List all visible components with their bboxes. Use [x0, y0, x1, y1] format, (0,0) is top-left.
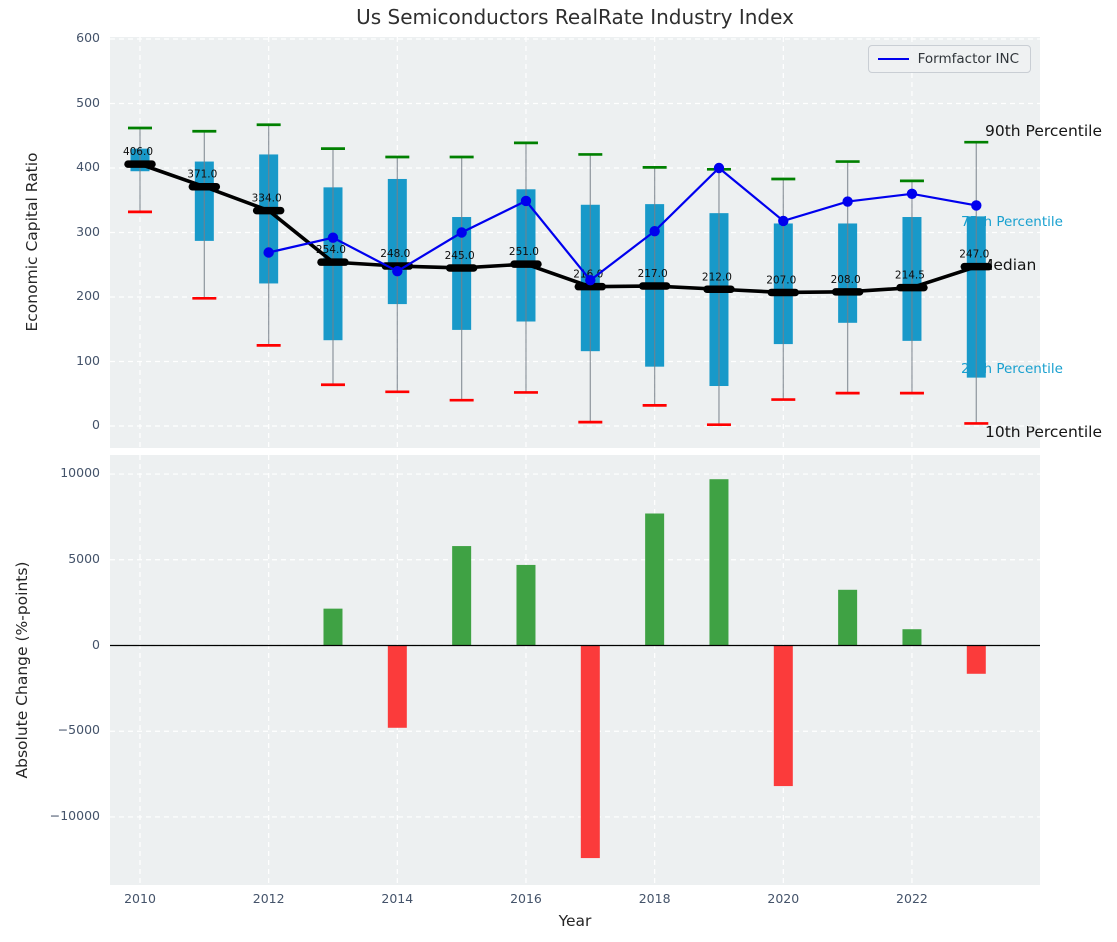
formfactor-line-icon — [877, 58, 909, 60]
formfactor-marker-2014 — [392, 266, 403, 277]
legend: Formfactor INC — [867, 45, 1031, 73]
change-bar-2016 — [516, 564, 536, 646]
boxplot-chart: 406.0 371.0 334.0 254.0 248.0 245.0 251.0 216.0… — [110, 37, 1040, 448]
bottom-plot-area — [110, 455, 1040, 885]
top-plot-area: 406.0 371.0 334.0 254.0 248.0 245.0 251.0 216.0… — [110, 37, 1040, 448]
bottom-y-tick-10000: 10000 — [60, 465, 100, 481]
top-y-tick-100: 100 — [76, 352, 100, 368]
change-bar-2019 — [709, 479, 729, 646]
change-bar-chart — [110, 455, 1040, 885]
formfactor-marker-2017 — [585, 275, 596, 286]
change-bar-2014 — [387, 645, 407, 728]
median-value-label-2016: 251.0 — [509, 246, 539, 258]
bottom-y-tick-−10000: −10000 — [49, 807, 100, 823]
bottom-y-tick-−5000: −5000 — [57, 722, 100, 738]
bottom-y-tick-0: 0 — [92, 636, 100, 652]
median-value-label-2017: 216.0 — [573, 269, 603, 281]
formfactor-marker-2023 — [971, 200, 982, 211]
change-bar-2015 — [452, 546, 472, 646]
median-label: Median — [980, 256, 1037, 274]
median-value-label-2014: 248.0 — [380, 248, 410, 260]
change-bar-2020 — [773, 645, 793, 787]
top-y-tick-500: 500 — [76, 94, 100, 110]
x-tick-2016: 2016 — [510, 891, 542, 906]
top-y-tick-400: 400 — [76, 159, 100, 174]
formfactor-marker-2016 — [520, 195, 532, 207]
change-bar-2023 — [966, 645, 986, 674]
median-value-label-2021: 208.0 — [831, 274, 861, 286]
change-bar-2018 — [645, 513, 665, 646]
x-tick-2022: 2022 — [896, 891, 928, 906]
median-value-label-2013: 254.0 — [316, 244, 346, 256]
x-axis-label: Year — [558, 912, 592, 930]
percentile-90-label: 90th Percentile — [985, 122, 1103, 140]
top-y-tick-200: 200 — [76, 288, 100, 303]
change-bar-2017 — [580, 645, 600, 859]
top-y-tick-0: 0 — [92, 417, 100, 432]
formfactor-marker-2019 — [713, 162, 725, 174]
formfactor-marker-2013 — [327, 232, 339, 243]
median-value-label-2018: 217.0 — [638, 268, 668, 280]
top-y-axis-label: Economic Capital Ratio — [23, 152, 41, 332]
top-y-tick-600: 600 — [76, 30, 100, 45]
x-tick-2010: 2010 — [124, 891, 156, 906]
median-value-label-2011: 371.0 — [187, 169, 217, 181]
median-value-label-2012: 334.0 — [252, 193, 282, 205]
percentile-25-label: 25th Percentile — [961, 361, 1063, 377]
bottom-y-axis-label: Absolute Change (%-points) — [13, 561, 31, 779]
median-value-label-2023: 247.0 — [959, 249, 989, 261]
x-tick-2014: 2014 — [381, 891, 414, 906]
change-bar-2021 — [838, 589, 858, 646]
x-tick-2018: 2018 — [638, 891, 671, 906]
formfactor-marker-2012 — [263, 247, 274, 258]
top-y-tick-300: 300 — [76, 223, 100, 239]
median-value-label-2019: 212.0 — [702, 271, 732, 283]
formfactor-line — [268, 166, 977, 282]
percentile-10-label: 10th Percentile — [985, 423, 1103, 441]
formfactor-marker-2015 — [456, 227, 467, 238]
formfactor-marker-2018 — [649, 226, 660, 237]
x-tick-2020: 2020 — [767, 891, 800, 906]
formfactor-marker-2020 — [778, 215, 789, 227]
formfactor-marker-2021 — [842, 196, 853, 207]
median-value-label-2015: 245.0 — [445, 250, 475, 262]
percentile-75-label: 75th Percentile — [961, 214, 1063, 230]
median-value-label-2022: 214.5 — [895, 270, 925, 282]
change-bar-2022 — [902, 629, 922, 646]
legend-formfactor-label: Formfactor INC — [917, 51, 1019, 67]
x-tick-2012: 2012 — [252, 891, 285, 906]
bottom-y-tick-5000: 5000 — [68, 550, 100, 566]
median-value-label-2010: 406.0 — [123, 146, 153, 158]
chart-title: Us Semiconductors RealRate Industry Inde… — [356, 5, 794, 29]
formfactor-marker-2022 — [906, 188, 918, 199]
median-value-label-2020: 207.0 — [766, 274, 796, 286]
change-bar-2013 — [323, 608, 343, 646]
